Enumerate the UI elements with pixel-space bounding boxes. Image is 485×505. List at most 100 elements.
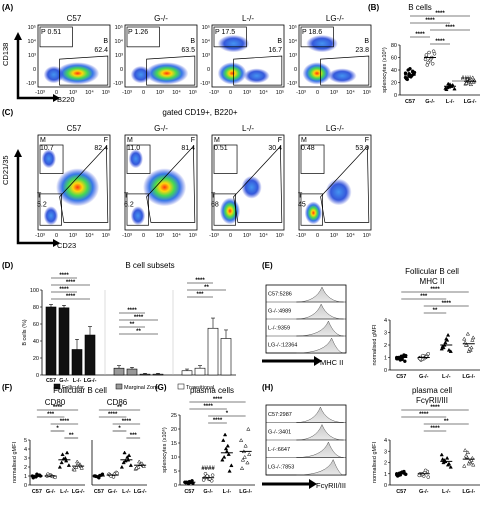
panel-d-title: B cell subsets: [125, 261, 174, 270]
panel-d-legend-2: Transitional: [186, 385, 214, 391]
panel-e-hist-label-3: LG-/-:12364: [268, 343, 297, 349]
panel-h-group-3: LG-/-: [462, 489, 475, 495]
panel-b-label: (B): [368, 3, 379, 12]
panel-h-ytick-4: 4: [384, 438, 387, 444]
panel-g-sig-0: ****: [213, 397, 223, 403]
panel-b-sig-3: ****: [415, 32, 425, 38]
panel-a-ytick-1-1: 10⁴: [115, 38, 124, 45]
panel-g-dot-2-2: [229, 463, 234, 468]
panel-a-xtick-0-1: 0: [55, 90, 58, 96]
panel-d-ylabel: B cells (%): [22, 319, 28, 345]
panel-c-gate-m-3: [300, 144, 325, 174]
panel-a-gate-p-value-1: P 1.26: [128, 29, 148, 36]
panel-d-group-0: C57: [46, 378, 56, 384]
panel-e-dot-3-4: [469, 345, 474, 350]
panel-f-cd86-dot-3-3: [137, 459, 142, 464]
panel-g-dot-1-8: [201, 478, 206, 482]
panel-c-f-value-0: 82.4: [94, 145, 108, 152]
panel-g-dot-3-3: [242, 454, 247, 459]
panel-b-dot-0-13: [410, 70, 415, 74]
panel-d-group-1: G-/-: [59, 378, 69, 384]
panel-f-cd86-dot-2-7: [126, 453, 132, 457]
panel-d-legend-swatch-2: [177, 383, 185, 390]
panel-c-x-axis: CD23: [57, 241, 76, 250]
panel-a-gate-p-3: [300, 26, 334, 48]
panel-b-dot-1-6: [426, 60, 430, 65]
panel-b-group-2: L-/-: [446, 99, 455, 105]
panel-d-bar-0-0: [45, 306, 57, 376]
panel-a-gate-b-value-0: 62.4: [94, 47, 108, 54]
panel-g-ytick-0: 0: [174, 483, 177, 489]
panel-a-x-axis: B220: [57, 95, 75, 104]
panel-c-t-value-1: 6.2: [124, 201, 134, 208]
panel-h-hist-peak-1: [296, 423, 344, 441]
panel-e-hist-label-2: L-/-:9359: [268, 326, 290, 332]
panel-e-sig-1: ***: [420, 294, 428, 300]
panel-e-dot-1-5: [426, 352, 430, 356]
panel-e-dot-3-10: [471, 335, 476, 340]
panel-h-sig-3: ****: [430, 426, 440, 432]
panel-f-cd86-dot-3-7: [141, 463, 146, 468]
panel-d-label: (D): [2, 261, 13, 270]
panel-c-label: (C): [2, 108, 13, 117]
panel-b-dot-3-5: [464, 81, 469, 85]
panel-d-sig2-3: **: [136, 329, 141, 335]
panel-c-gate-t-0: [39, 193, 62, 226]
panel-b-hash: ###: [461, 76, 472, 82]
panel-a-gate-b-value-3: 23.8: [355, 47, 369, 54]
panel-a-arrowheads: [14, 32, 60, 102]
panel-g-dot-2-3: [222, 432, 228, 437]
panel-d-ytick-2: 40: [33, 339, 39, 345]
panel-c-density-1-0: [143, 168, 187, 207]
panel-a-y-axis: CD138: [1, 43, 10, 66]
panel-g-dot-1-9: [205, 474, 209, 478]
panel-a-xtick-2-0: -10³: [209, 90, 219, 96]
panel-a-density-1-1: [130, 65, 151, 84]
panel-g-dot-3-5: [239, 466, 245, 470]
panel-d-bar-2-3: [220, 338, 232, 376]
panel-b-dot-2-8: [444, 87, 449, 92]
panel-c-t-value-2: 68: [211, 201, 219, 208]
panel-a-xtick-2-4: 10⁵: [276, 89, 284, 96]
panel-c-m-value-3: 0.48: [301, 145, 315, 152]
panel-d-bar-1-0: [113, 367, 125, 376]
panel-e-dot-2-8: [440, 344, 445, 348]
panel-e-dot-2-6: [443, 340, 448, 345]
panel-b-dot-1-11: [424, 53, 429, 57]
panel-g-dot-2-7: [227, 468, 232, 473]
panel-c-f-letter-1: F: [191, 137, 195, 144]
panel-g-ytick-3: 15: [171, 441, 177, 447]
panel-f-cd80-dot-2-5: [57, 464, 63, 469]
panel-b-dot-1-9: [427, 50, 431, 55]
panel-f-cd86-dot-2-2: [128, 463, 134, 467]
panel-c-xtick-1-0: -10³: [122, 233, 132, 239]
panel-g-sig-3: ****: [213, 418, 223, 424]
panel-e-hist-label-0: C57:5286: [268, 292, 292, 298]
panel-c-density-0-0: [56, 168, 100, 207]
panel-c-xtick-0-0: -10³: [35, 233, 45, 239]
panel-h-hist-peak-3: [296, 458, 344, 476]
panel-f-cd86-sig-1: ****: [108, 412, 118, 418]
panel-e-ytick-1: 1: [384, 356, 387, 362]
panel-g-sig-1: ****: [203, 404, 213, 410]
panel-a-ytick-3-1: 10⁴: [289, 38, 298, 45]
panel-a-ytick-2-0: 10⁵: [202, 24, 210, 31]
panel-e-dot-1-9: [421, 353, 425, 358]
panel-c-gate-t-2: [213, 193, 236, 226]
panel-g-sig-2: *: [226, 411, 229, 417]
panel-b-dot-0-14: [404, 77, 409, 81]
panel-f-cd86-sig-3: *: [118, 426, 121, 432]
panel-f-sub-cd80: CD80: [45, 398, 66, 407]
panel-f-title: Follicular B cell: [53, 386, 107, 395]
panel-a-xtick-3-0: -10³: [296, 90, 306, 96]
panel-a-xtick-2-1: 0: [229, 90, 232, 96]
panel-b-group-1: G-/-: [425, 99, 435, 105]
panel-c-f-letter-2: F: [278, 137, 282, 144]
panel-a-xtick-3-1: 0: [316, 90, 319, 96]
panel-c-xtick-2-2: 10³: [243, 233, 251, 239]
panel-c-t-letter-0: T: [37, 193, 42, 200]
panel-f-cd80-sig-0: ****: [53, 405, 63, 411]
panel-g-ytick-1: 5: [174, 469, 177, 475]
